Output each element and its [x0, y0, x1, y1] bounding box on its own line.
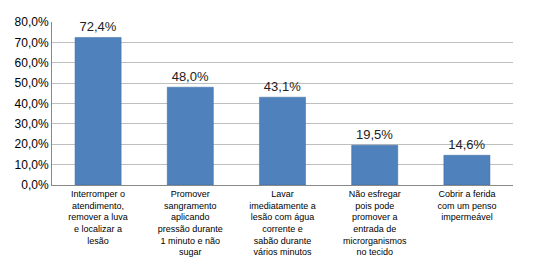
svg-text:Interromper oatendimento,remov: Interromper oatendimento,remover a luvae… — [68, 189, 128, 246]
svg-text:10,0%: 10,0% — [15, 158, 49, 172]
svg-text:48,0%: 48,0% — [172, 69, 209, 84]
svg-text:60,0%: 60,0% — [15, 56, 49, 70]
svg-text:Lavarimediatamente alesão com: Lavarimediatamente alesão com águacorren… — [249, 189, 316, 257]
svg-text:70,0%: 70,0% — [15, 36, 49, 50]
svg-text:43,1%: 43,1% — [264, 79, 301, 94]
svg-text:30,0%: 30,0% — [15, 117, 49, 131]
svg-text:20,0%: 20,0% — [15, 137, 49, 151]
svg-text:19,5%: 19,5% — [356, 127, 393, 142]
svg-text:80,0%: 80,0% — [15, 15, 49, 29]
svg-text:0,0%: 0,0% — [21, 178, 49, 192]
svg-text:Não esfregarpois podepromover: Não esfregarpois podepromover aentrada d… — [343, 189, 407, 257]
svg-text:72,4%: 72,4% — [79, 19, 116, 34]
svg-text:14,6%: 14,6% — [448, 137, 485, 152]
svg-text:Cobrir a feridacom um pensoimp: Cobrir a feridacom um pensoimpermeável — [437, 189, 496, 222]
svg-text:40,0%: 40,0% — [15, 97, 49, 111]
svg-text:Promoversangramentoaplicandopr: Promoversangramentoaplicandopressão dura… — [158, 189, 223, 257]
svg-text:50,0%: 50,0% — [15, 76, 49, 90]
